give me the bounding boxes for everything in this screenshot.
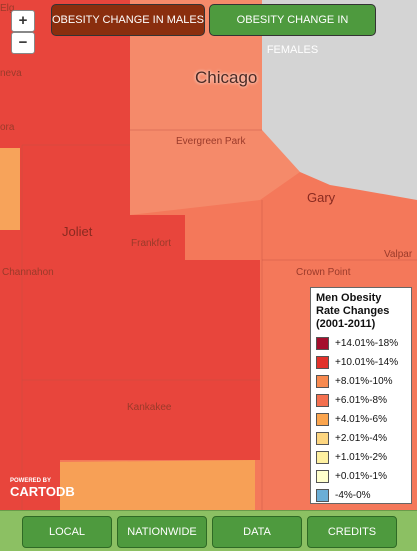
legend: Men Obesity Rate Changes (2001-2011) +14…	[310, 287, 412, 504]
legend-label: +1.01%-2%	[335, 452, 387, 463]
attribution-line: POWERED BY	[10, 478, 52, 484]
legend-swatch	[316, 394, 329, 407]
map-label: Channahon	[2, 267, 54, 278]
map-label: neva	[0, 68, 22, 79]
map-label: Evergreen Park	[176, 136, 246, 147]
legend-label: +4.01%-6%	[335, 414, 387, 425]
legend-item: +6.01%-8%	[316, 391, 406, 410]
map-label: Frankfort	[131, 238, 172, 249]
legend-label: +10.01%-14%	[335, 357, 399, 368]
map-label: Crown Point	[296, 267, 351, 278]
legend-item: +2.01%-4%	[316, 429, 406, 448]
legend-label: +8.01%-10%	[335, 376, 393, 387]
legend-item: +14.01%-18%	[316, 334, 406, 353]
legend-swatch	[316, 413, 329, 426]
nav-button[interactable]: CREDITS	[307, 516, 397, 548]
legend-item: +0.01%-1%	[316, 467, 406, 486]
map-label: Valpar	[384, 249, 413, 260]
nav-button[interactable]: NATIONWIDE	[117, 516, 207, 548]
attribution: POWERED BY CARTODB	[10, 478, 75, 499]
legend-swatch	[316, 356, 329, 369]
legend-title: Men Obesity Rate Changes (2001-2011)	[316, 292, 390, 330]
legend-swatch	[316, 451, 329, 464]
legend-item: +10.01%-14%	[316, 353, 406, 372]
map-label: Joliet	[62, 224, 93, 239]
legend-item: -4%-0%	[316, 486, 406, 505]
legend-label: +6.01%-8%	[335, 395, 387, 406]
legend-label: +0.01%-1%	[335, 471, 387, 482]
nav-button[interactable]: DATA	[212, 516, 302, 548]
map-label: Elg	[0, 3, 15, 14]
legend-label: -4%-0%	[335, 490, 371, 501]
map-label: ora	[0, 122, 15, 133]
zoom-out[interactable]: −	[11, 32, 35, 54]
toggle-males[interactable]: OBESITY CHANGE IN MALES	[51, 4, 205, 36]
legend-label: +2.01%-4%	[335, 433, 387, 444]
legend-label: +14.01%-18%	[335, 338, 399, 349]
map-label: Chicago	[195, 68, 258, 87]
legend-item: +1.01%-2%	[316, 448, 406, 467]
nav-bar: LOCAL NATIONWIDE DATA CREDITS	[0, 510, 417, 551]
legend-item: +8.01%-10%	[316, 372, 406, 391]
legend-swatch	[316, 337, 329, 350]
legend-swatch	[316, 432, 329, 445]
map-label: Kankakee	[127, 402, 172, 413]
map	[0, 0, 417, 510]
map-label: Gary	[307, 190, 336, 205]
legend-item: +4.01%-6%	[316, 410, 406, 429]
zoom-in[interactable]: +	[11, 10, 35, 32]
legend-swatch	[316, 470, 329, 483]
legend-swatch	[316, 375, 329, 388]
legend-swatch	[316, 489, 329, 502]
nav-button[interactable]: LOCAL	[22, 516, 112, 548]
attribution-brand: CARTODB	[10, 484, 75, 499]
toggle-females[interactable]: OBESITY CHANGE IN FEMALES	[209, 4, 376, 56]
